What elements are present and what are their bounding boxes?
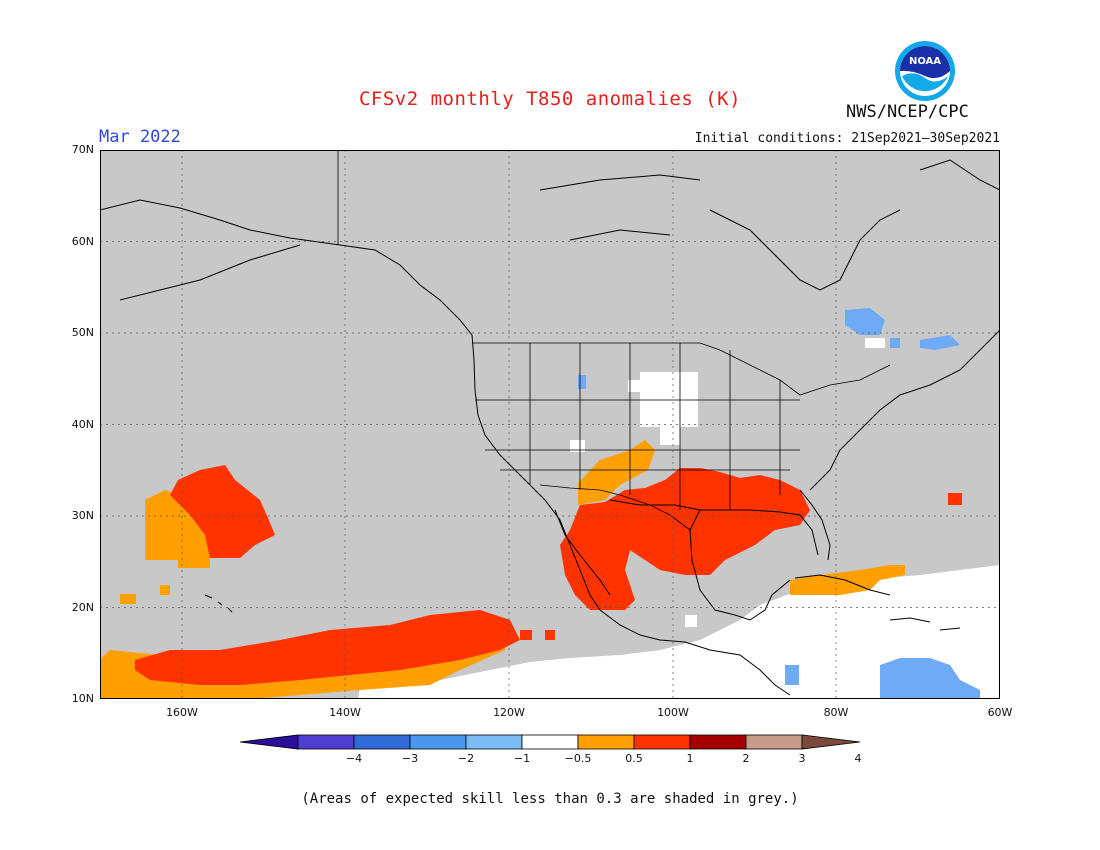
colorbar-label: 2 bbox=[742, 752, 750, 765]
map-panel bbox=[100, 150, 1000, 699]
colorbar-label: 0.5 bbox=[625, 752, 643, 765]
lon-label: 140W bbox=[329, 706, 361, 719]
map-title: CFSv2 monthly T850 anomalies (K) bbox=[358, 88, 742, 110]
colorbar-box bbox=[465, 734, 523, 750]
forecast-period: Mar 2022 bbox=[99, 127, 181, 147]
initial-conditions: Initial conditions: 21Sep2021–30Sep2021 bbox=[694, 131, 1000, 146]
colorbar-label: −3 bbox=[401, 752, 419, 765]
colorbar-box bbox=[689, 734, 747, 750]
lat-label: 20N bbox=[71, 601, 94, 614]
colorbar bbox=[240, 734, 861, 750]
colorbar-arrow-low bbox=[240, 734, 299, 750]
lat-label: 10N bbox=[71, 692, 94, 705]
lat-label: 30N bbox=[71, 509, 94, 522]
colorbar-box bbox=[745, 734, 803, 750]
colorbar-label: −0.5 bbox=[564, 752, 592, 765]
colorbar-label: −1 bbox=[513, 752, 531, 765]
lon-label: 100W bbox=[657, 706, 689, 719]
map-frame bbox=[100, 150, 1000, 699]
anomaly-1-to-2 bbox=[135, 465, 962, 685]
colorbar-box bbox=[521, 734, 579, 750]
anomaly-minus-0.5-to-minus-1 bbox=[578, 308, 980, 699]
colorbar-label: −2 bbox=[457, 752, 475, 765]
lat-label: 70N bbox=[71, 143, 94, 156]
colorbar-box bbox=[409, 734, 467, 750]
noaa-logo-icon: NOAA bbox=[895, 41, 955, 101]
coastlines bbox=[100, 159, 1000, 696]
colorbar-label: 3 bbox=[798, 752, 806, 765]
noaa-logo-text: NOAA bbox=[909, 56, 941, 67]
colorbar-label: 1 bbox=[686, 752, 694, 765]
lon-label: 80W bbox=[823, 706, 849, 719]
colorbar-box bbox=[297, 734, 355, 750]
graticule bbox=[100, 150, 1000, 699]
political-borders bbox=[337, 150, 891, 531]
near-normal-regions bbox=[358, 338, 1000, 699]
lon-label: 160W bbox=[166, 706, 198, 719]
colorbar-label: −4 bbox=[345, 752, 363, 765]
colorbar-box bbox=[353, 734, 411, 750]
colorbar-box bbox=[577, 734, 635, 750]
lon-label: 120W bbox=[493, 706, 525, 719]
lat-label: 60N bbox=[71, 235, 94, 248]
skill-footnote: (Areas of expected skill less than 0.3 a… bbox=[301, 791, 799, 807]
colorbar-label: 4 bbox=[854, 752, 862, 765]
colorbar-box bbox=[633, 734, 691, 750]
lat-label: 50N bbox=[71, 326, 94, 339]
agency-label: NWS/NCEP/CPC bbox=[846, 102, 969, 122]
lon-label: 60W bbox=[987, 706, 1013, 719]
lat-label: 40N bbox=[71, 418, 94, 431]
colorbar-arrow-high bbox=[801, 734, 861, 750]
